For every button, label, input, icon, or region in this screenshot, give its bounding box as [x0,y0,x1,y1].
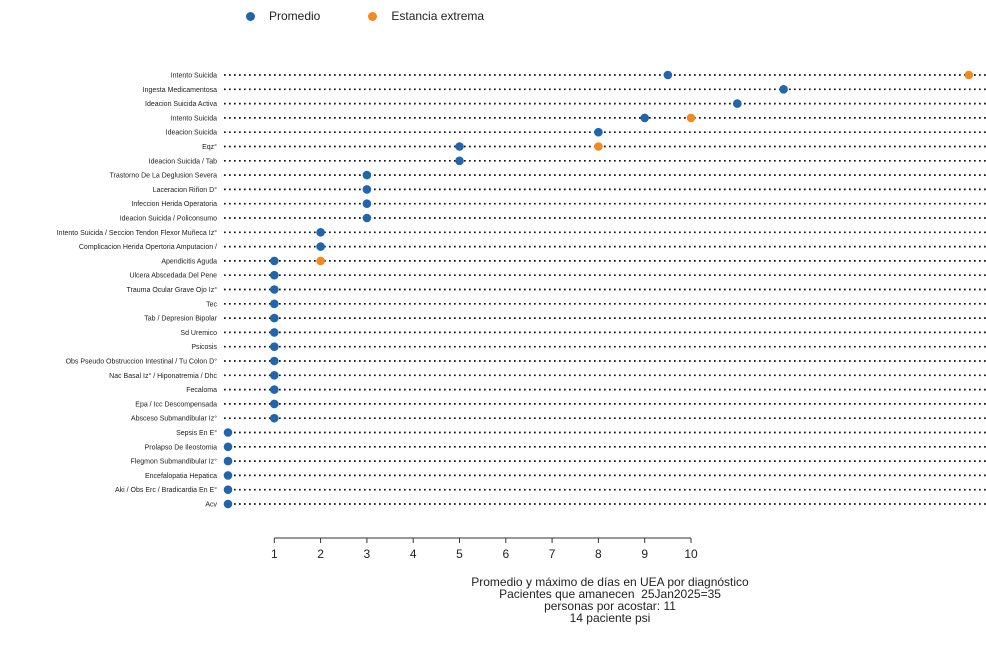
point-promedio-30 [223,485,233,495]
chart-caption: Promedio y máximo de días en UEA por dia… [430,576,790,624]
point-promedio-8 [362,170,372,180]
legend-label-promedio: Promedio [269,9,321,23]
point-promedio-4 [640,113,649,123]
x-tick-label-2: 2 [317,547,324,561]
point-promedio-14 [270,256,279,266]
row-label-17: Tec [206,301,217,308]
row-label-16: Trauma Ocular Grave Ojo Iz° [127,286,218,294]
point-promedio-28 [223,456,233,466]
x-tick-label-3: 3 [364,547,371,561]
point-promedio-22 [270,371,279,380]
x-tick-label-5: 5 [456,547,463,561]
point-promedio-15 [270,270,279,280]
row-label-23: Fecaloma [186,387,217,394]
legend-item-promedio: Promedio [246,9,320,23]
row-label-31: Acv [205,502,217,509]
row-label-13: Complicacion Herida Opertoria Amputacion… [79,244,217,251]
point-promedio-7 [455,156,464,166]
point-promedio-26 [223,428,233,437]
x-tick-label-10: 10 [684,547,698,561]
caption-line-3: personas por acostar: 11 [544,599,676,613]
point-promedio-5 [594,127,603,137]
x-tick-label-9: 9 [641,547,648,561]
point-estancia-extrema-1 [964,70,974,80]
row-label-1: Intento Suicida [171,73,217,80]
point-promedio-12 [316,228,325,237]
point-promedio-21 [270,356,279,366]
row-label-4: Intento Suicida [171,115,217,122]
legend-marker-estancia-extrema [368,11,378,21]
row-label-2: Ingesta Medicamentosa [143,87,217,94]
row-label-22: Nac Basal Iz° / Hiponatremia / Dhc [109,372,217,380]
x-tick-label-6: 6 [502,547,509,561]
row-label-3: Ideacion Suicida Activa [145,101,217,108]
point-promedio-27 [223,442,233,452]
row-label-14: Apendicitis Aguda [161,258,217,265]
point-estancia-extrema-14 [316,256,325,266]
point-estancia-extrema-6 [594,142,603,151]
caption-line-2: Pacientes que amanecen 25Jan2025=35 [499,587,721,601]
caption-line-4: 14 paciente psi [569,611,651,625]
point-promedio-18 [270,313,279,323]
point-promedio-6 [455,142,464,151]
row-label-10: Infeccion Herida Operatoria [131,201,217,208]
point-promedio-13 [316,242,325,251]
row-label-11: Ideacion Suicida / Policonsumo [120,216,217,223]
point-promedio-25 [270,413,279,423]
row-label-26: Sepsis En E° [176,429,217,437]
row-label-24: Epa / Icc Descompensada [135,401,217,408]
row-label-19: Sd Uremico [180,330,217,337]
row-label-18: Tab / Depresion Bipolar [144,316,217,323]
point-promedio-16 [270,285,279,294]
point-promedio-11 [362,213,372,223]
x-tick-label-7: 7 [549,547,556,561]
legend-marker-promedio [246,11,255,21]
point-promedio-17 [270,299,279,309]
x-tick-label-8: 8 [595,547,602,561]
row-label-20: Psicosis [191,344,217,351]
row-label-15: Ulcera Abscedada Del Pene [129,273,217,280]
point-promedio-1 [663,70,673,80]
row-label-5: Ideacion Suicida [166,130,217,137]
row-label-12: Intento Suicida / Seccion Tendon Flexor … [57,229,217,237]
row-label-8: Trastorno De La Deglusion Severa [109,173,217,180]
point-promedio-2 [779,85,788,94]
point-promedio-20 [270,342,279,352]
point-promedio-31 [223,499,233,509]
legend-item-estancia-extrema: Estancia extrema [368,9,484,23]
point-promedio-29 [223,471,233,480]
row-label-7: Ideacion Suicida / Tab [149,158,217,165]
row-label-30: Aki / Obs Erc / Bradicardia En E° [115,486,217,494]
row-label-21: Obs Pseudo Obstruccion Intestinal / Tu C… [66,358,218,366]
point-estancia-extrema-4 [686,113,696,123]
point-promedio-3 [733,99,742,108]
legend-label-estancia-extrema: Estancia extrema [391,9,485,23]
legend: Promedio Estancia extrema [246,9,532,23]
row-label-27: Prolapso De Ileostomia [145,444,217,451]
point-promedio-10 [362,199,372,208]
point-promedio-19 [270,328,279,337]
row-label-29: Encefalopatia Hepatica [145,473,217,480]
x-tick-label-1: 1 [271,547,278,561]
point-promedio-24 [270,399,279,409]
caption-line-1: Promedio y máximo de días en UEA por dia… [471,575,749,589]
row-label-9: Laceracion Riñon D° [153,186,217,194]
row-label-25: Absceso Submandibular Iz° [131,415,217,423]
x-tick-label-4: 4 [410,547,417,561]
row-label-28: Flegmon Submandibular Iz° [131,458,218,466]
point-promedio-23 [270,385,279,394]
point-promedio-9 [362,185,372,194]
row-label-6: Eqz° [202,143,217,151]
